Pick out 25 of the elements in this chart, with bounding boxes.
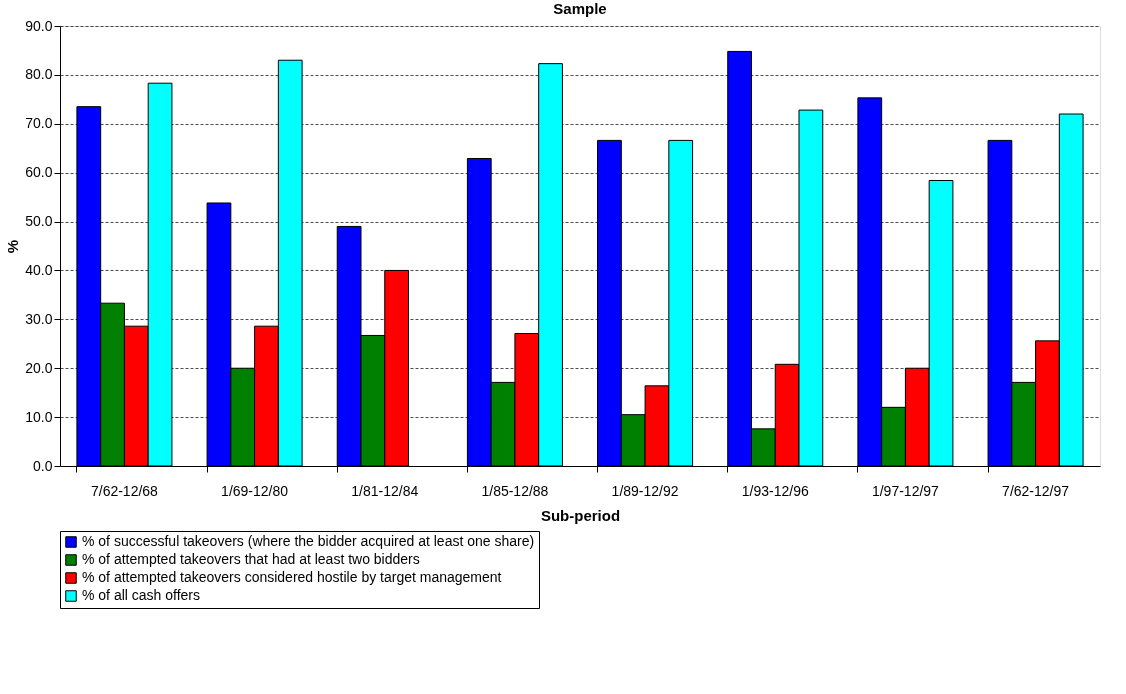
y-tick-label: 60.0 <box>25 164 53 181</box>
x-axis-title: Sub-period <box>540 506 621 524</box>
chart-title: Sample <box>553 0 607 17</box>
legend-label: % of successful takeovers (where the bidder acquired at least one share) <box>82 533 535 549</box>
y-tick-label: 30.0 <box>25 310 53 327</box>
legend-label: % of attempted takeovers considered hostile by target management <box>82 569 502 585</box>
y-tick-label: 10.0 <box>25 408 53 425</box>
x-tick-label: 1/97-12/97 <box>871 482 940 499</box>
y-tick-label: 0.0 <box>33 457 53 474</box>
x-tick-label: 7/62-12/68 <box>90 482 159 499</box>
y-tick-label: 50.0 <box>25 213 53 230</box>
legend-label: % of attempted takeovers that had at least two bidders <box>82 551 420 567</box>
x-tick-label: 7/62-12/97 <box>1002 482 1070 499</box>
y-axis-title: % <box>4 239 22 254</box>
x-tick-label: 1/89-12/92 <box>611 482 679 499</box>
x-tick-label: 1/85-12/88 <box>481 482 549 499</box>
x-tick-label: 1/93-12/96 <box>741 482 809 499</box>
x-tick-label: 1/81-12/84 <box>351 482 419 499</box>
y-tick-label: 20.0 <box>25 359 53 376</box>
y-tick-label: 90.0 <box>25 17 53 34</box>
y-tick-label: 80.0 <box>25 66 53 83</box>
y-tick-label: 40.0 <box>25 261 53 278</box>
legend-label: % of all cash offers <box>82 587 201 603</box>
x-tick-label: 1/69-12/80 <box>221 482 289 499</box>
y-tick-label: 70.0 <box>25 115 53 132</box>
